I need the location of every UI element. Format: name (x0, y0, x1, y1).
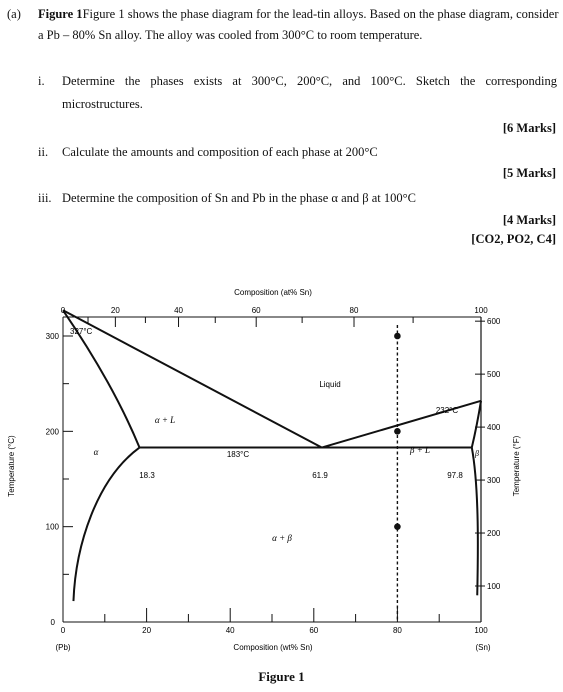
bottom-tick-label: 100 (474, 626, 488, 635)
alloy-point (394, 332, 401, 340)
item-1-marks: [6 Marks] (502, 121, 556, 135)
top-tick-label: 40 (174, 306, 183, 315)
alloy-point (394, 428, 401, 435)
item-1-number: i. (38, 74, 45, 88)
left-tick-label: 0 (51, 618, 56, 627)
item-3-line-1: Determine the composition of Sn and Pb i… (62, 191, 416, 205)
solvus-right (470, 447, 479, 596)
intro-line-1-text: Figure 1 shows the phase diagram for the… (82, 7, 559, 21)
right-tick-label: 200 (487, 529, 501, 538)
item-3-marks: [4 Marks] (502, 213, 556, 227)
annotation-beta-min: 97.8 (447, 471, 463, 480)
alloy-point (394, 523, 401, 530)
bottom-tick-label: 20 (142, 626, 151, 635)
annotation-eutectic-temp: 183°C (227, 450, 250, 459)
top-tick-label: 100 (474, 306, 488, 315)
region-alpha: α (94, 447, 99, 457)
top-tick-label: 0 (61, 306, 66, 315)
liquidus-left (62, 309, 323, 449)
pb-label: (Pb) (55, 643, 70, 652)
right-tick-label: 100 (487, 582, 501, 591)
phase-diagram: 0 20 40 60 80 100 0 20 40 60 80 100 0 100 200 300 100 200… (7, 288, 521, 652)
right-tick-label: 600 (487, 317, 501, 326)
liquidus-right (321, 399, 482, 449)
region-liquid: Liquid (319, 380, 340, 389)
left-tick-label: 200 (46, 427, 60, 436)
solidus-right (470, 400, 482, 448)
item-2-marks: [5 Marks] (502, 166, 556, 180)
item-3-number: iii. (38, 191, 52, 205)
right-tick-label: 300 (487, 476, 501, 485)
axis-ticks: 0 20 40 60 80 100 0 20 40 60 80 100 0 100 200 300 100 200… (46, 306, 501, 635)
item-2-line-1: Calculate the amounts and composition of… (62, 145, 378, 159)
region-beta: β (474, 449, 479, 458)
right-tick-label: 500 (487, 370, 501, 379)
top-tick-label: 80 (350, 306, 359, 315)
bottom-tick-label: 80 (393, 626, 402, 635)
annotation-sn-melt: 232°C (436, 406, 459, 415)
course-outcomes: [CO2, PO2, C4] (471, 232, 556, 246)
annotation-pb-melt: 327°C (70, 327, 93, 336)
top-axis-title: Composition (at% Sn) (234, 288, 312, 297)
annotation-eutectic-comp: 61.9 (312, 471, 328, 480)
region-alpha-beta: α + β (272, 533, 292, 543)
annotation-alpha-max: 18.3 (139, 471, 155, 480)
alloy-80-line (394, 325, 401, 622)
left-axis-title: Temperature (°C) (7, 435, 16, 497)
axes-frame (62, 316, 482, 623)
left-tick-label: 100 (46, 523, 60, 532)
intro-line-2: a Pb – 80% Sn alloy. The alloy was coole… (38, 28, 423, 42)
figure-caption: Figure 1 (258, 669, 305, 684)
left-tick-label: 300 (46, 332, 60, 341)
top-tick-label: 20 (111, 306, 120, 315)
solvus-left (72, 446, 141, 602)
region-alpha-l: α + L (155, 415, 175, 425)
intro-line-1: Figure 1Figure 1 shows the phase diagram… (38, 6, 558, 22)
item-1-line-1: Determine the phases exists at 300°C, 20… (62, 74, 557, 88)
right-axis-title: Temperature (°F) (512, 435, 521, 496)
top-tick-label: 60 (252, 306, 261, 315)
region-beta-l: β + L (409, 445, 430, 455)
bottom-tick-label: 40 (226, 626, 235, 635)
part-label: (a) (7, 7, 21, 21)
item-1-line-2: microstructures. (62, 97, 143, 111)
right-tick-label: 400 (487, 423, 501, 432)
bottom-axis-title: Composition (wt% Sn) (233, 643, 312, 652)
phase-boundaries (62, 309, 482, 602)
solidus-left (62, 309, 141, 448)
item-2-number: ii. (38, 145, 49, 159)
sn-label: (Sn) (475, 643, 490, 652)
bottom-tick-label: 0 (61, 626, 66, 635)
figure-ref: Figure 1 (38, 7, 83, 21)
bottom-tick-label: 60 (309, 626, 318, 635)
